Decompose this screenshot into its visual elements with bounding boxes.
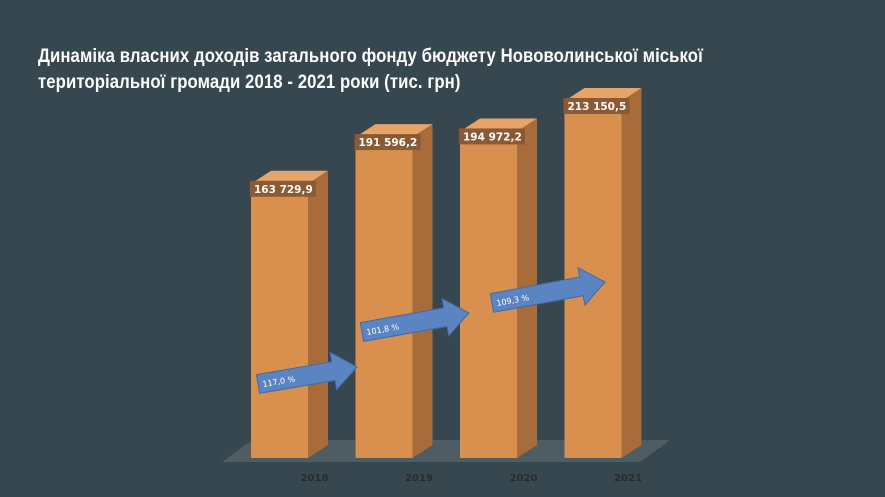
data-label-box-2021	[563, 98, 630, 114]
bar-top-2021	[564, 88, 642, 101]
bar-side-2018	[308, 170, 328, 458]
data-label-2019: 191 596,2	[359, 137, 418, 149]
data-label-box-2018	[250, 180, 316, 197]
x-tick-2019: 2019	[405, 473, 433, 484]
growth-arrow-3	[489, 266, 606, 313]
bar-side-2019	[412, 124, 433, 459]
data-label-2020: 194 972,2	[463, 131, 522, 143]
data-label-2021: 213 150,5	[568, 101, 627, 113]
x-tick-2018: 2018	[301, 473, 329, 484]
bar-side-2021	[621, 88, 642, 458]
x-tick-2021: 2021	[614, 473, 642, 484]
bar-2019	[355, 137, 413, 458]
x-tick-2020: 2020	[510, 473, 538, 484]
bar-top-2018	[251, 170, 328, 184]
chart-floor	[222, 440, 670, 462]
bar-top-2020	[460, 118, 537, 132]
data-label-box-2020	[459, 128, 525, 145]
data-label-2018: 163 729,9	[254, 184, 313, 196]
bar-2018	[251, 183, 308, 458]
growth-arrow-2	[359, 297, 470, 342]
chart-title: Динаміка власних доходів загального фонд…	[38, 46, 703, 93]
data-label-box-2019	[354, 134, 421, 151]
bar-top-2019	[355, 124, 433, 138]
growth-arrow-1	[255, 351, 358, 394]
